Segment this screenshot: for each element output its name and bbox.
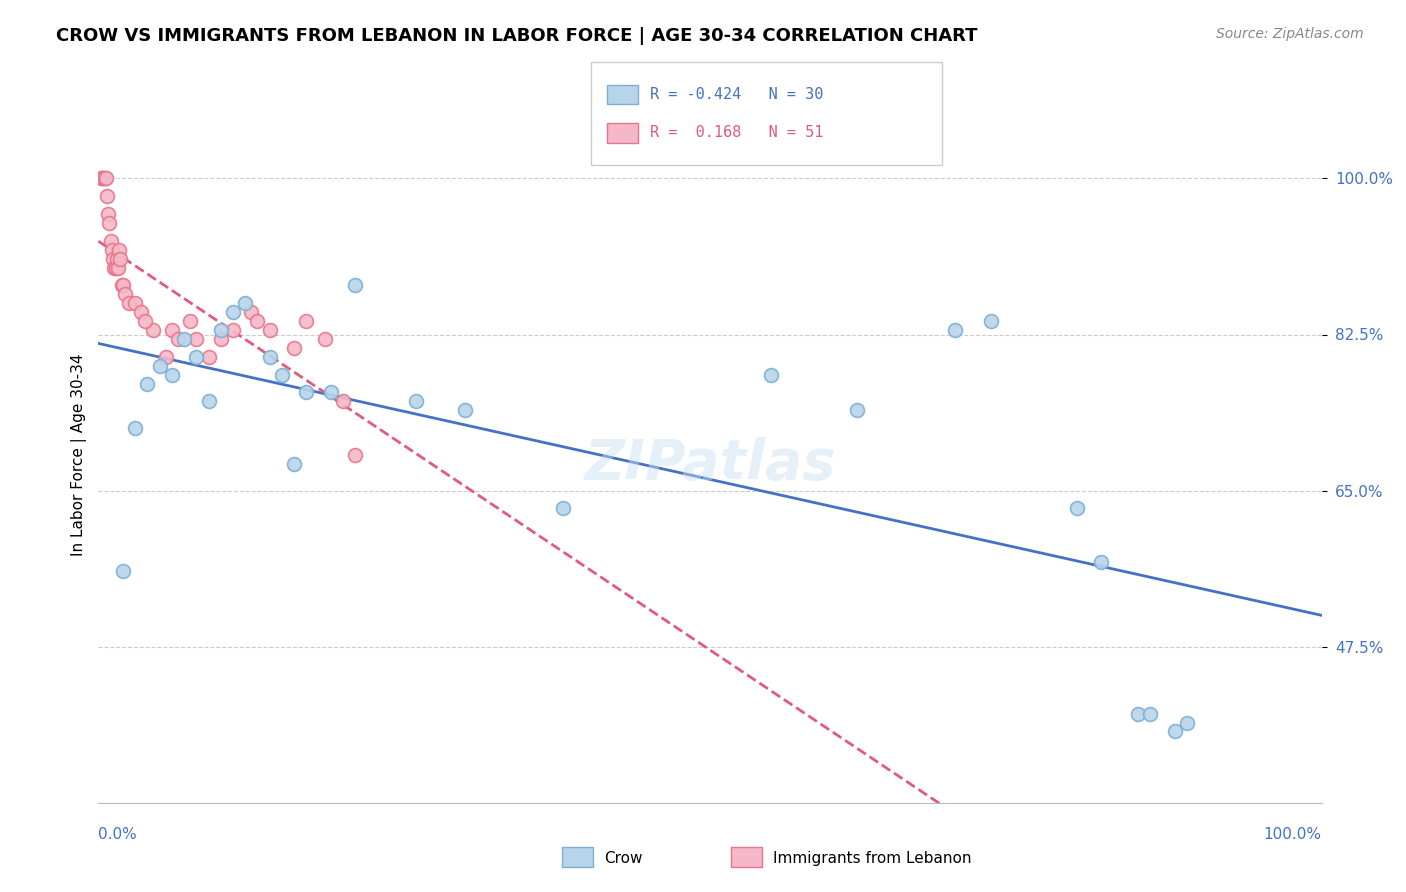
Text: Crow: Crow bbox=[605, 851, 643, 865]
Point bbox=[100, 234, 122, 248]
Y-axis label: In Labor Force | Age 30-34: In Labor Force | Age 30-34 bbox=[72, 353, 87, 557]
Point bbox=[295, 314, 318, 328]
Point bbox=[319, 385, 342, 400]
Point bbox=[454, 403, 477, 417]
Point bbox=[179, 314, 201, 328]
Point bbox=[108, 243, 131, 257]
Point bbox=[186, 332, 208, 346]
Point bbox=[761, 368, 783, 382]
Point bbox=[186, 350, 208, 364]
Point bbox=[91, 171, 114, 186]
Point bbox=[98, 216, 121, 230]
Text: 100.0%: 100.0% bbox=[1264, 827, 1322, 841]
Point bbox=[111, 278, 134, 293]
Point bbox=[103, 260, 125, 275]
Point bbox=[197, 394, 219, 409]
Point bbox=[1175, 715, 1198, 730]
Point bbox=[114, 287, 136, 301]
Point bbox=[104, 260, 127, 275]
Point bbox=[209, 323, 232, 337]
Point bbox=[124, 421, 146, 435]
Text: Source: ZipAtlas.com: Source: ZipAtlas.com bbox=[1216, 27, 1364, 41]
Point bbox=[118, 296, 141, 310]
Point bbox=[222, 323, 245, 337]
Point bbox=[96, 189, 118, 203]
Point bbox=[222, 305, 245, 319]
Point bbox=[259, 323, 281, 337]
Point bbox=[105, 252, 128, 266]
Point bbox=[943, 323, 966, 337]
Text: R =  0.168   N = 51: R = 0.168 N = 51 bbox=[650, 126, 823, 140]
Point bbox=[283, 457, 305, 471]
Point bbox=[101, 252, 124, 266]
Point bbox=[129, 305, 152, 319]
Point bbox=[142, 323, 165, 337]
Point bbox=[270, 368, 294, 382]
Point bbox=[134, 314, 156, 328]
Point bbox=[1066, 501, 1088, 516]
Point bbox=[97, 207, 120, 221]
Point bbox=[332, 394, 354, 409]
Point bbox=[101, 243, 124, 257]
Point bbox=[405, 394, 427, 409]
Point bbox=[344, 278, 367, 293]
Point bbox=[295, 385, 318, 400]
Point bbox=[124, 296, 146, 310]
Point bbox=[1164, 724, 1187, 739]
Text: ZIPatlas: ZIPatlas bbox=[585, 437, 835, 491]
Point bbox=[111, 564, 134, 578]
Text: R = -0.424   N = 30: R = -0.424 N = 30 bbox=[650, 87, 823, 102]
Point bbox=[94, 171, 117, 186]
Point bbox=[233, 296, 256, 310]
Point bbox=[155, 350, 177, 364]
Point bbox=[149, 359, 172, 373]
Point bbox=[980, 314, 1002, 328]
Point bbox=[197, 350, 219, 364]
Point bbox=[240, 305, 263, 319]
Point bbox=[136, 376, 159, 391]
Point bbox=[344, 448, 367, 462]
Point bbox=[845, 403, 868, 417]
Point bbox=[1090, 555, 1112, 569]
Point bbox=[167, 332, 190, 346]
Point bbox=[1128, 706, 1150, 721]
Text: CROW VS IMMIGRANTS FROM LEBANON IN LABOR FORCE | AGE 30-34 CORRELATION CHART: CROW VS IMMIGRANTS FROM LEBANON IN LABOR… bbox=[56, 27, 977, 45]
Point bbox=[160, 323, 183, 337]
Point bbox=[93, 171, 115, 186]
Point bbox=[160, 368, 183, 382]
Text: 0.0%: 0.0% bbox=[98, 827, 138, 841]
Point bbox=[246, 314, 269, 328]
Point bbox=[90, 171, 112, 186]
Point bbox=[110, 252, 132, 266]
Point bbox=[259, 350, 281, 364]
Point bbox=[553, 501, 575, 516]
Point bbox=[111, 278, 134, 293]
Point bbox=[107, 260, 129, 275]
Point bbox=[209, 332, 232, 346]
Point bbox=[91, 171, 114, 186]
Text: Immigrants from Lebanon: Immigrants from Lebanon bbox=[773, 851, 972, 865]
Point bbox=[283, 341, 305, 355]
Point bbox=[173, 332, 195, 346]
Point bbox=[314, 332, 336, 346]
Point bbox=[1139, 706, 1161, 721]
